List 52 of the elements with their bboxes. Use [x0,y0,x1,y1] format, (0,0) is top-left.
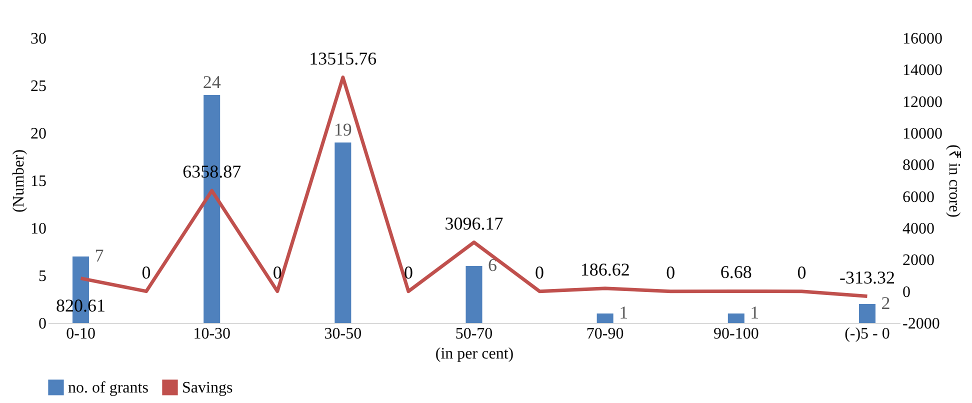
data-label: 7 [94,246,104,266]
x-tick-label: (-)5 - 0 [844,326,890,342]
y2-tick-label: 6000 [902,188,934,206]
data-label: 0 [272,262,282,282]
data-label: 0 [142,262,151,282]
y2-tick-label: 16000 [902,30,942,48]
bar [334,142,352,323]
x-axis-title: (in per cent) [435,346,514,362]
data-label: 19 [334,120,352,140]
y-tick-label: 15 [30,173,46,190]
x-tick-label: 50-70 [455,326,493,342]
y2-tick-label: 4000 [902,220,934,238]
y-tick-label: 10 [30,220,46,238]
y-tick-label: 5 [38,268,46,285]
y-tick-label: 0 [38,316,46,332]
legend-label: no. of grants [68,379,148,396]
y2-tick-label: 0 [902,284,910,301]
y-tick-label: 30 [30,30,46,48]
data-label: 1 [750,302,760,322]
bar [596,314,614,323]
data-label: 0 [797,262,806,282]
y-tick-label: 20 [30,126,46,142]
y2-tick-label: -2000 [902,316,940,332]
data-label: 2 [881,293,890,313]
data-label: 24 [202,72,221,92]
data-label: 1 [619,302,628,322]
x-tick-label: 90-100 [713,326,759,342]
y2-axis-title: (₹ in crore) [946,144,962,218]
x-tick-label: 10-30 [193,326,231,342]
data-label: 6.68 [720,262,752,282]
data-label: 3096.17 [444,213,504,234]
y-axis-title: (Number) [10,149,28,213]
legend-label: Savings [182,379,233,396]
y2-tick-label: 12000 [902,94,942,111]
bar [858,304,876,323]
data-label: -313.32 [839,267,895,288]
x-tick-label: 30-50 [324,326,362,342]
data-label: 0 [535,262,544,282]
bar [466,266,482,323]
data-label: 0 [404,262,413,282]
bar [728,314,744,323]
y2-tick-label: 14000 [902,62,942,80]
y-tick-label: 25 [30,78,46,95]
y2-tick-label: 2000 [902,252,934,270]
x-tick-label: 70-90 [586,326,624,342]
data-label: 6 [488,255,497,275]
data-label: 186.62 [580,259,630,280]
data-label: 0 [666,262,676,282]
x-tick-label: 0-10 [66,326,96,342]
y2-tick-label: 8000 [902,157,934,174]
y2-tick-label: 10000 [902,126,942,142]
data-label: 13515.76 [309,48,377,68]
